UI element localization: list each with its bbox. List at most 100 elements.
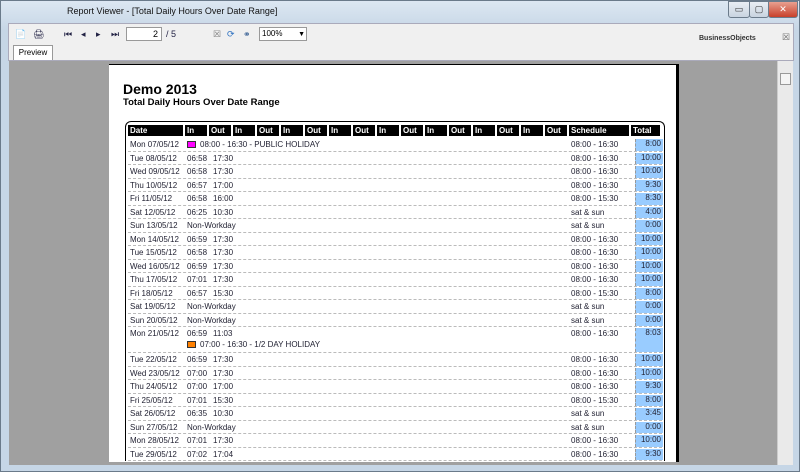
table-row: Fri 25/05/12 07:01 15:30 08:00 - 15:30 8:00 <box>128 394 663 407</box>
scroll-thumb[interactable] <box>780 73 791 85</box>
in-cell: Non-Workday <box>187 302 236 311</box>
column-header: Out <box>497 125 519 136</box>
schedule-cell: sat & sun <box>571 221 605 230</box>
export-icon[interactable]: 📄 <box>15 29 27 39</box>
table-row: Tue 15/05/12 06:58 17:30 08:00 - 16:30 10:00 <box>128 246 663 260</box>
first-page-icon[interactable]: ⏮ <box>64 29 73 39</box>
table-row: Sat 26/05/12 06:35 10:30 sat & sun 3:45 <box>128 407 663 421</box>
total-value: 8:00 <box>645 287 661 297</box>
close-tab-icon[interactable]: ☒ <box>782 32 791 42</box>
out-cell: 17:30 <box>213 153 234 163</box>
in-cell: 06:35 <box>187 409 208 418</box>
maximize-button[interactable]: ▢ <box>749 1 769 18</box>
date-cell: Fri 18/05/12 <box>130 288 173 298</box>
date-cell: Wed 23/05/12 <box>130 368 180 378</box>
in-cell: 06:58 <box>187 153 208 163</box>
in-cell: 06:59 <box>187 329 208 338</box>
total-value: 9:30 <box>645 448 661 458</box>
total-value: 8:30 <box>645 193 661 202</box>
total-cell: 10:00 <box>635 152 663 164</box>
out-cell: 11:03 <box>213 329 233 338</box>
total-cell: 10:00 <box>635 233 663 245</box>
table-row: Thu 17/05/12 07:01 17:30 08:00 - 16:30 10:00 <box>128 273 663 287</box>
zoom-select[interactable]: 100% ▼ <box>259 27 307 41</box>
schedule-cell: 08:00 - 16:30 <box>571 275 619 284</box>
in-cell: 06:58 <box>187 167 208 176</box>
schedule-cell: 08:00 - 15:30 <box>571 194 619 203</box>
column-header: Out <box>545 125 567 136</box>
out-cell: 17:30 <box>213 167 234 176</box>
out-cell: 17:30 <box>213 436 234 445</box>
schedule-cell: sat & sun <box>571 207 605 217</box>
column-header: Date <box>128 125 183 136</box>
schedule-cell: 08:00 - 16:30 <box>571 153 619 163</box>
report-page: Demo 2013 Total Daily Hours Over Date Ra… <box>109 64 679 462</box>
total-value: 8:00 <box>645 394 661 404</box>
total-cell: 8:30 <box>635 193 663 205</box>
date-cell: Fri 11/05/12 <box>130 194 173 203</box>
column-header: In <box>281 125 303 136</box>
column-header: In <box>473 125 495 136</box>
date-cell: Tue 29/05/12 <box>130 449 177 459</box>
total-value: 10:00 <box>640 233 661 243</box>
vertical-scrollbar[interactable] <box>777 61 793 465</box>
out-cell: 16:00 <box>213 194 234 203</box>
column-header: In <box>233 125 255 136</box>
total-cell: 10:00 <box>635 247 663 259</box>
out-cell: 17:30 <box>213 248 234 257</box>
date-cell: Mon 28/05/12 <box>130 436 179 445</box>
column-header: Total <box>631 125 660 136</box>
out-cell: 17:30 <box>213 261 234 271</box>
table-row: Wed 16/05/12 06:59 17:30 08:00 - 16:30 10:00 <box>128 260 663 273</box>
total-cell: 0:00 <box>635 220 663 232</box>
table-row: Tue 08/05/12 06:58 17:30 08:00 - 16:30 10:00 <box>128 152 663 165</box>
date-cell: Wed 09/05/12 <box>130 167 180 176</box>
toolbar: 📄 🖨 ⏮ ◂ ▸ ⏭ 2 / 5 ☒ ⟳ ⚭ 100% ▼ BusinessOb… <box>8 23 794 61</box>
page-number-input[interactable]: 2 <box>126 27 162 41</box>
holiday-note: 08:00 - 16:30 - PUBLIC HOLIDAY <box>187 140 320 149</box>
total-value: 10:00 <box>640 354 661 363</box>
stop-icon[interactable]: ☒ <box>213 29 222 39</box>
previous-page-icon[interactable]: ◂ <box>81 29 86 39</box>
total-value: 10:00 <box>640 260 661 270</box>
column-header: In <box>425 125 447 136</box>
window-title: Report Viewer - [Total Daily Hours Over … <box>67 6 278 16</box>
schedule-cell: 08:00 - 15:30 <box>571 288 619 298</box>
total-value: 10:00 <box>640 274 661 283</box>
schedule-cell: 08:00 - 16:30 <box>571 382 619 391</box>
tab-preview[interactable]: Preview <box>13 45 53 60</box>
column-header: In <box>521 125 543 136</box>
table-row: Sun 27/05/12 Non-Workday sat & sun 0:00 <box>128 421 663 434</box>
schedule-cell: 08:00 - 16:30 <box>571 449 619 459</box>
close-button[interactable]: ✕ <box>768 1 798 18</box>
print-icon[interactable]: 🖨 <box>33 29 45 39</box>
date-cell: Sun 27/05/12 <box>130 422 178 432</box>
table-row: Sat 19/05/12 Non-Workday sat & sun 0:00 <box>128 300 663 314</box>
total-cell: 0:00 <box>635 314 663 326</box>
next-page-icon[interactable]: ▸ <box>96 29 101 39</box>
in-cell: 06:59 <box>187 355 208 364</box>
zoom-value: 100% <box>262 29 283 38</box>
column-header: Out <box>353 125 375 136</box>
out-cell: 15:30 <box>213 288 234 298</box>
date-cell: Sat 19/05/12 <box>130 302 176 311</box>
refresh-icon[interactable]: ⟳ <box>227 29 235 39</box>
date-cell: Sat 12/05/12 <box>130 207 176 217</box>
minimize-button[interactable]: ▭ <box>728 1 750 18</box>
date-cell: Wed 16/05/12 <box>130 261 180 271</box>
search-binoculars-icon[interactable]: ⚭ <box>243 29 251 39</box>
schedule-cell: 08:00 - 16:30 <box>571 140 619 149</box>
total-pages: / 5 <box>166 29 177 39</box>
date-cell: Tue 22/05/12 <box>130 355 177 364</box>
out-cell: 10:30 <box>213 409 234 418</box>
column-header: Out <box>209 125 231 136</box>
schedule-cell: 08:00 - 16:30 <box>571 248 619 257</box>
in-cell: 07:01 <box>187 436 208 445</box>
out-cell: 17:00 <box>213 180 234 190</box>
holiday-color-swatch <box>187 141 196 149</box>
table-row: Fri 18/05/12 06:57 15:30 08:00 - 15:30 8:00 <box>128 287 663 300</box>
schedule-cell: 08:00 - 16:30 <box>571 436 619 445</box>
total-cell: 8:00 <box>635 287 663 299</box>
last-page-icon[interactable]: ⏭ <box>111 29 120 39</box>
schedule-cell: 08:00 - 16:30 <box>571 261 619 271</box>
